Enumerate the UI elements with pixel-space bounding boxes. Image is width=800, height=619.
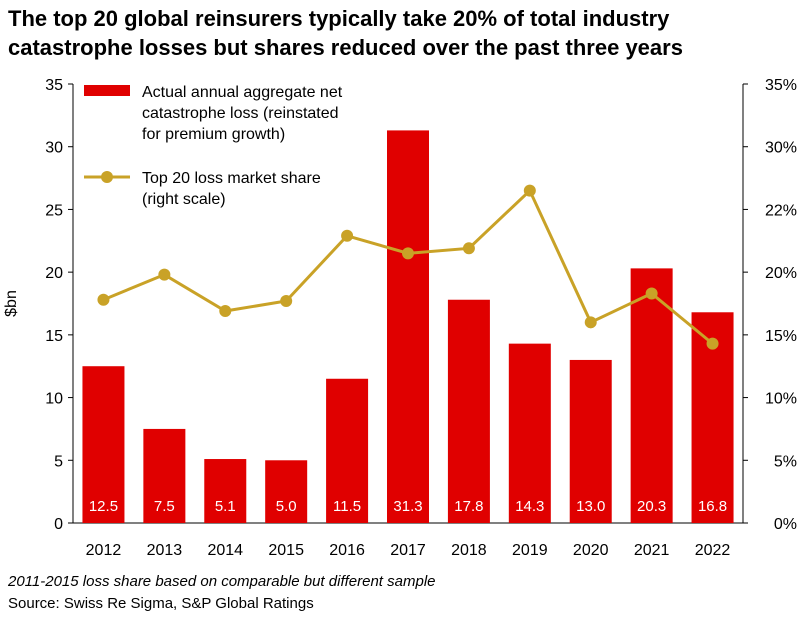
bar-value-label: 11.5 (333, 498, 361, 515)
legend-line-marker (101, 171, 113, 183)
share-point (523, 184, 536, 197)
x-tick-label: 2021 (634, 542, 670, 559)
share-point (341, 229, 354, 242)
bar-value-label: 20.3 (637, 498, 666, 515)
bar (569, 359, 612, 523)
y2-tick-label: 5% (774, 453, 797, 470)
bar-value-label: 14.3 (515, 498, 544, 515)
source-note: Source: Swiss Re Sigma, S&P Global Ratin… (8, 595, 314, 612)
y-axis-label: $bn (3, 290, 20, 317)
y2-tick-label: 22% (765, 202, 797, 219)
y2-tick-label: 15% (765, 328, 797, 345)
y-tick-label: 10 (45, 391, 63, 408)
y-tick-label: 30 (45, 140, 63, 157)
share-point (219, 305, 232, 318)
bar (447, 299, 490, 523)
x-tick-label: 2016 (329, 542, 365, 559)
bar-value-label: 5.1 (215, 498, 236, 515)
x-tick-label: 2019 (512, 542, 548, 559)
y-tick-label: 5 (54, 453, 63, 470)
bar (143, 428, 186, 523)
bar (326, 378, 369, 523)
x-tick-label: 2018 (451, 542, 487, 559)
bar-value-label: 5.0 (276, 498, 297, 515)
bar-value-label: 17.8 (454, 498, 483, 515)
legend-bar-swatch (84, 85, 130, 96)
share-point (280, 294, 293, 307)
x-tick-label: 2013 (147, 542, 183, 559)
x-tick-label: 2014 (207, 542, 243, 559)
share-point (645, 287, 658, 300)
legend-bar-label: catastrophe loss (reinstated (142, 105, 339, 122)
legend-bar-label: for premium growth) (142, 126, 285, 143)
share-point (462, 242, 475, 255)
bar-value-label: 16.8 (698, 498, 727, 515)
legend: Actual annual aggregate net catastrophe l… (84, 84, 343, 208)
y2-tick-label: 35% (765, 77, 797, 94)
bar (265, 460, 308, 523)
y-tick-label: 35 (45, 77, 63, 94)
bar-value-label: 7.5 (154, 498, 175, 515)
share-point (584, 316, 597, 329)
y-tick-label: 20 (45, 265, 63, 282)
legend-line-label: (right scale) (142, 191, 226, 208)
x-tick-label: 2020 (573, 542, 609, 559)
y2-tick-label: 20% (765, 265, 797, 282)
y-tick-label: 0 (54, 516, 63, 533)
bar (387, 130, 429, 523)
bar-value-label: 12.5 (89, 498, 118, 515)
tick-labels: 0 5 10 15 20 25 30 35 0% 5% 10% 15% 20% 22% 30% 35% 2012… (3, 77, 797, 559)
x-tick-label: 2022 (695, 542, 731, 559)
bar-series: 12.5 7.5 5.1 5.0 11.5 31.3 17.8 14.3 13.0 20.3 16.… (82, 130, 734, 523)
footnote: 2011-2015 loss share based on comparable… (8, 573, 436, 590)
bar-value-label: 31.3 (393, 498, 422, 515)
x-tick-label: 2012 (86, 542, 122, 559)
x-tick-label: 2017 (390, 542, 426, 559)
y2-tick-label: 30% (765, 140, 797, 157)
share-point (402, 247, 414, 260)
y-tick-label: 15 (45, 328, 63, 345)
x-tick-label: 2015 (268, 542, 304, 559)
line-series (97, 184, 719, 350)
bar (508, 343, 551, 523)
bar-value-label: 13.0 (576, 498, 605, 515)
y-tick-label: 25 (45, 202, 63, 219)
bar (630, 268, 673, 523)
y2-tick-label: 10% (765, 391, 797, 408)
y2-tick-label: 0% (774, 516, 797, 533)
share-point (706, 337, 719, 350)
share-point (158, 268, 171, 281)
bar (204, 459, 247, 523)
legend-line-label: Top 20 loss market share (142, 170, 321, 187)
chart-title: The top 20 global reinsurers typically t… (8, 6, 683, 60)
share-point (97, 293, 110, 306)
bar (82, 366, 125, 523)
legend-bar-label: Actual annual aggregate net (142, 84, 343, 101)
